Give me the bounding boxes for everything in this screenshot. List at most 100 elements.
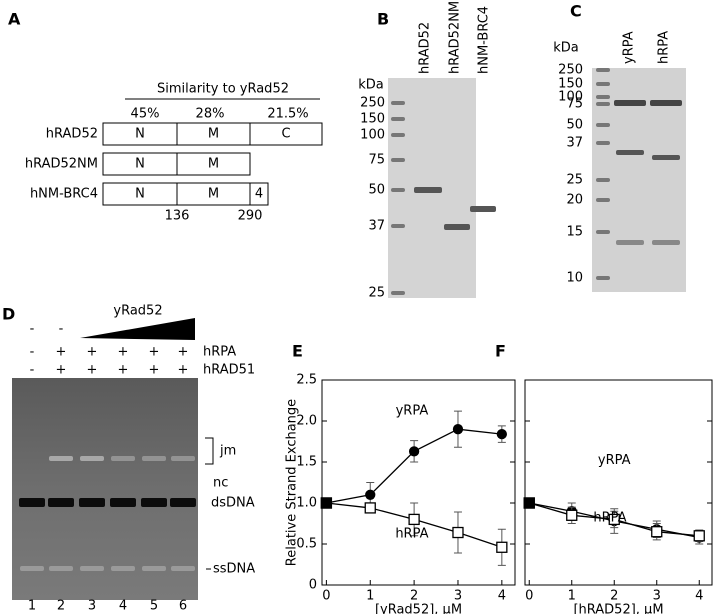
sign: +: [149, 363, 160, 378]
panel-label: D: [2, 305, 15, 324]
ladder-band: [596, 198, 610, 202]
y-tick-label: 0: [309, 578, 317, 593]
gel-band: [470, 206, 496, 212]
x-tick-label: 3: [653, 589, 661, 604]
gel-image: [12, 378, 198, 600]
point: [523, 497, 535, 509]
series-label: yRPA: [396, 404, 429, 419]
gel-band: [111, 456, 135, 461]
gel-band: [444, 224, 470, 230]
point: [365, 489, 376, 500]
sign: +: [87, 345, 98, 360]
x-axis-label: [yRad52], μM: [375, 603, 462, 614]
lane-number: 6: [179, 599, 187, 614]
gel-band: [616, 150, 644, 155]
domain: M: [208, 187, 219, 202]
domain: M: [208, 127, 219, 142]
sign: -: [59, 322, 64, 337]
x-tick-label: 0: [322, 589, 330, 604]
point: [608, 513, 620, 526]
x-tick-label: 4: [695, 589, 703, 604]
gel-band: [616, 240, 644, 245]
x-tick-label: 2: [610, 589, 618, 604]
unit: kDa: [553, 41, 579, 56]
y-tick-label: 0.5: [296, 537, 317, 552]
sign: +: [118, 363, 129, 378]
gel-band: [614, 100, 646, 106]
marker-label: 15: [566, 225, 583, 240]
ladder-band: [596, 141, 610, 145]
marker-label: 75: [368, 153, 385, 168]
marker-label: 25: [566, 173, 583, 188]
sign: +: [56, 363, 67, 378]
sign: +: [178, 345, 189, 360]
x-tick-label: 4: [498, 589, 506, 604]
x-axis-label: [hRAD52], μM: [573, 603, 663, 614]
x-tick-label: 2: [410, 589, 418, 604]
sign: +: [149, 345, 160, 360]
domain: N: [135, 187, 145, 202]
ladder-band: [596, 123, 610, 127]
ladder-band: [596, 68, 610, 72]
gel-band: [79, 498, 105, 507]
position: 290: [238, 209, 263, 224]
point: [566, 509, 578, 521]
sign: -: [30, 363, 35, 378]
x-tick-label: 3: [454, 589, 462, 604]
lane-label: hRAD52NM: [448, 1, 463, 74]
point: [452, 526, 464, 539]
gel-band: [19, 498, 45, 507]
ladder-band: [596, 102, 610, 106]
plot-frame: [321, 379, 516, 586]
gel-band: [49, 566, 73, 571]
ladder-band: [596, 82, 610, 86]
sign: +: [118, 345, 129, 360]
similarity: 45%: [131, 107, 160, 122]
point: [651, 526, 663, 538]
similarity: 21.5%: [267, 107, 308, 122]
ladder-band: [596, 276, 610, 280]
construct-box: [102, 122, 323, 146]
ladder-band: [596, 95, 610, 99]
position: 136: [165, 209, 190, 224]
marker-label: 37: [368, 219, 385, 234]
band-label: ssDNA: [213, 562, 255, 577]
marker-label: 150: [360, 112, 385, 127]
unit: kDa: [358, 78, 384, 93]
series-label: hRPA: [395, 527, 428, 542]
marker-label: 50: [566, 118, 583, 133]
sign: +: [178, 363, 189, 378]
x-tick-label: 0: [525, 589, 533, 604]
panel-label: A: [8, 10, 21, 29]
lane-number: 4: [119, 599, 127, 614]
marker-label: 250: [558, 63, 583, 78]
point: [320, 497, 333, 509]
domain: M: [208, 157, 219, 172]
ladder-band: [391, 224, 405, 228]
gel-band: [650, 100, 682, 106]
ladder-band: [391, 291, 405, 295]
sign: -: [30, 345, 35, 360]
sign: +: [56, 345, 67, 360]
marker-label: 50: [368, 183, 385, 198]
gel-band: [170, 498, 196, 507]
row-label: hRAD51: [203, 363, 255, 378]
y-axis-label: Relative Strand Exchange: [285, 399, 300, 566]
marker-label: 100: [558, 90, 583, 105]
y-tick-label: 2.5: [296, 373, 317, 388]
sign: -: [30, 322, 35, 337]
lane-number: 1: [28, 599, 36, 614]
marker-label: 75: [566, 97, 583, 112]
band-label: dsDNA: [211, 496, 255, 511]
ladder-band: [391, 158, 405, 162]
marker-label: 250: [360, 96, 385, 111]
point: [408, 513, 420, 526]
marker-label: 37: [566, 136, 583, 151]
y-tick-label: 1.0: [296, 496, 317, 511]
gel-band: [141, 498, 167, 507]
y-tick-label: 1.5: [296, 455, 317, 470]
point: [364, 502, 376, 514]
lane-number: 2: [57, 599, 65, 614]
construct-name: hNM-BRC4: [30, 187, 98, 202]
